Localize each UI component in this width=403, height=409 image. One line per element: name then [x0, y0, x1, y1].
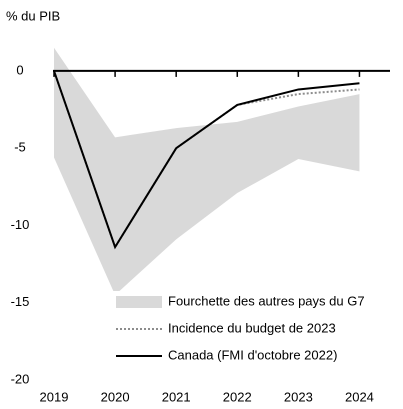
- legend-label: Incidence du budget de 2023: [168, 320, 336, 335]
- x-tick-label: 2023: [284, 389, 313, 404]
- legend-bg: [112, 291, 399, 313]
- y-tick-label: -5: [14, 140, 26, 155]
- x-tick-label: 2019: [40, 389, 69, 404]
- legend-label: Fourchette des autres pays du G7: [168, 293, 365, 308]
- x-tick-label: 2021: [162, 389, 191, 404]
- y-axis-label: % du PIB: [6, 8, 60, 23]
- x-tick-label: 2024: [345, 389, 374, 404]
- y-tick-label: -10: [11, 217, 30, 232]
- legend-label: Canada (FMI d'octobre 2022): [168, 347, 337, 362]
- legend-bg: [112, 345, 399, 367]
- y-tick-label: 0: [16, 62, 23, 77]
- line-series: [53, 70, 360, 250]
- legend-bg: [112, 318, 399, 340]
- legend-swatch: [116, 296, 162, 308]
- x-tick-label: 2020: [101, 389, 130, 404]
- y-tick-label: -15: [11, 294, 30, 309]
- y-tick-label: -20: [11, 371, 30, 386]
- range-band: [54, 47, 360, 296]
- x-tick-label: 2022: [223, 389, 252, 404]
